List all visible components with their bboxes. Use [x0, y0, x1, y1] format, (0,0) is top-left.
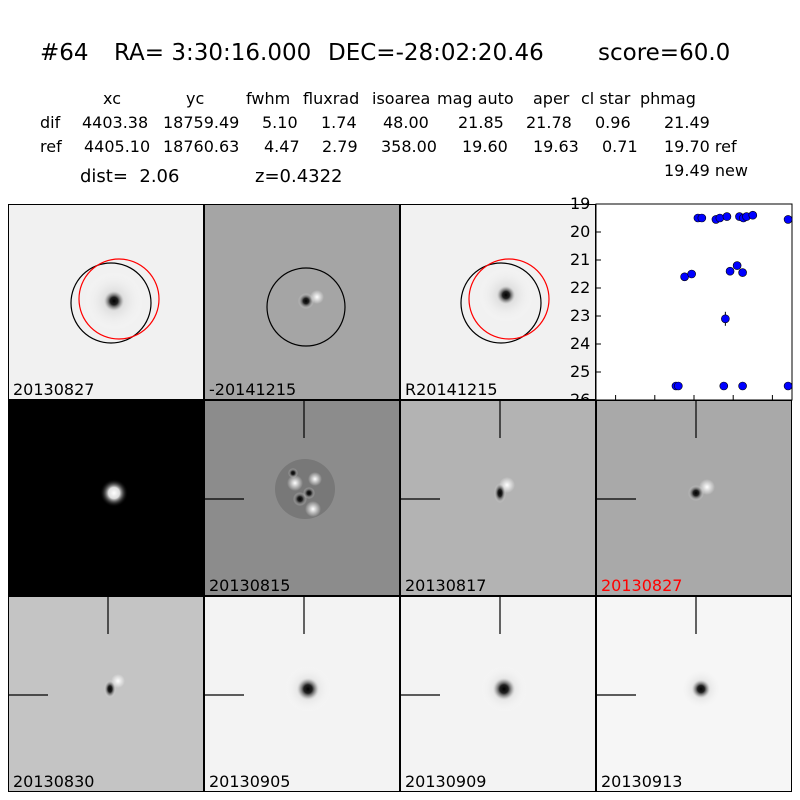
data-point [697, 213, 707, 223]
data-point [738, 381, 747, 391]
y-tick-label: 21 [570, 250, 591, 269]
data-point [715, 213, 725, 223]
ra-value: RA= 3:30:16.000 [114, 40, 312, 66]
plot-frame [595, 203, 793, 401]
stamp-panel-4 [8, 400, 204, 596]
y-tick-label: 25 [570, 362, 591, 381]
stamp-panel-3: R20141215 [400, 204, 596, 400]
data-point [721, 314, 730, 324]
data-point [783, 381, 793, 391]
panel-label: 20130827 [13, 380, 95, 399]
dif-xc: 4403.38 [82, 113, 149, 132]
row-label-dif: dif [40, 113, 61, 132]
data-point [719, 381, 729, 391]
row-label-ref: ref [40, 137, 62, 156]
stamp-panel-5: 20130815 [204, 400, 400, 596]
col-isoarea: isoarea [372, 89, 431, 108]
col-xc: xc [103, 89, 121, 108]
dif-isoarea: 48.00 [383, 113, 429, 132]
ref-cl-star: 0.71 [602, 137, 638, 156]
data-point [722, 212, 732, 221]
stamp-panel-6: 20130817 [400, 400, 596, 596]
stamp-panel-11: 20130913 [596, 596, 792, 792]
col-fluxrad: fluxrad [303, 89, 360, 108]
panel-label: 20130817 [405, 576, 487, 595]
panel-label: 20130827 [601, 576, 683, 595]
data-point [732, 261, 742, 270]
dist-value: dist= 2.06 [80, 166, 180, 187]
stamp-panel-7: 20130827 [596, 400, 792, 596]
dif-cl-star: 0.96 [595, 113, 631, 132]
col-aper: aper [533, 89, 570, 108]
data-point [738, 268, 747, 277]
panel-label: 20130815 [209, 576, 291, 595]
ref-xc: 4405.10 [84, 137, 151, 156]
col-cl-star: cl star [581, 89, 631, 108]
dif-fluxrad: 1.74 [321, 113, 357, 132]
dif-mag-auto: 21.85 [458, 113, 504, 132]
col-yc: yc [186, 89, 205, 108]
ref-mag-auto: 19.60 [462, 137, 508, 156]
dec-value: DEC=-28:02:20.46 [328, 40, 544, 66]
y-tick-label: 20 [570, 222, 591, 241]
col-mag-auto: mag auto [437, 89, 514, 108]
dif-yc: 18759.49 [163, 113, 240, 132]
data-point [674, 381, 683, 391]
dif-aper: 21.78 [526, 113, 572, 132]
panel-label: R20141215 [405, 380, 498, 399]
stamp-panel-9: 20130905 [204, 596, 400, 792]
light-curve-plot [595, 203, 793, 401]
stamp-panel-10: 20130909 [400, 596, 596, 792]
ref-aper: 19.63 [533, 137, 579, 156]
redshift-value: z=0.4322 [255, 166, 343, 187]
ref-phmag: 19.70 ref [664, 137, 737, 156]
stamp-panel-2: -20141215 [204, 204, 400, 400]
y-tick-label: 22 [570, 278, 591, 297]
data-point [725, 266, 735, 276]
panel-label: 20130909 [405, 772, 487, 791]
ref-fluxrad: 2.79 [322, 137, 358, 156]
candidate-id: #64 [40, 40, 89, 66]
data-point [748, 210, 758, 220]
ref-isoarea: 358.00 [381, 137, 437, 156]
data-point [687, 269, 696, 279]
dif-fwhm: 5.10 [262, 113, 298, 132]
ref-yc: 18760.63 [163, 137, 240, 156]
panel-label: -20141215 [209, 380, 297, 399]
y-tick-label: 24 [570, 334, 591, 353]
col-phmag: phmag [640, 89, 696, 108]
data-point [783, 215, 793, 224]
panel-label: 20130830 [13, 772, 95, 791]
score-value: score=60.0 [598, 40, 731, 66]
dif-phmag: 21.49 [664, 113, 710, 132]
phmag-new: 19.49 new [664, 161, 748, 180]
panel-label: 20130913 [601, 772, 683, 791]
y-tick-label: 19 [570, 194, 591, 213]
panel-label: 20130905 [209, 772, 291, 791]
ref-fwhm: 4.47 [264, 137, 300, 156]
stamp-panel-1: 20130827 [8, 204, 204, 400]
y-tick-label: 23 [570, 306, 591, 325]
stamp-panel-8: 20130830 [8, 596, 204, 792]
col-fwhm: fwhm [246, 89, 291, 108]
